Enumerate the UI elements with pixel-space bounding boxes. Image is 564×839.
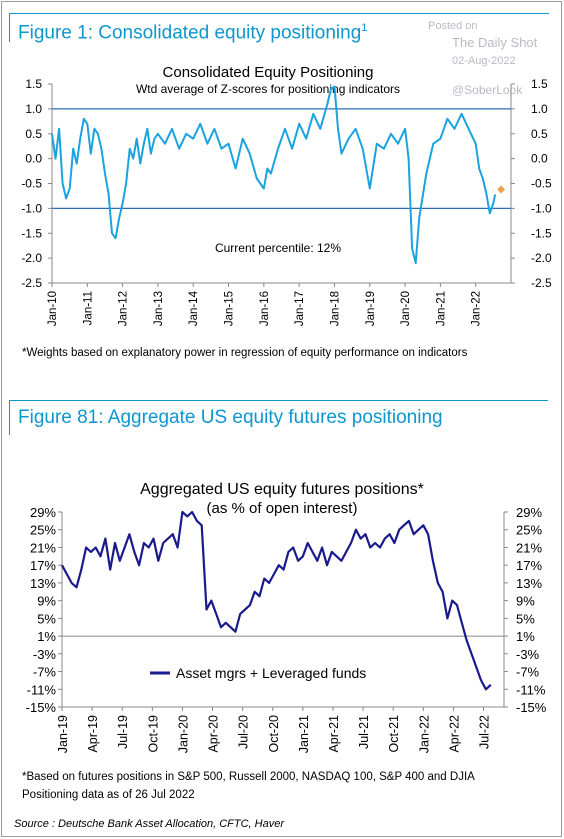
figure81-xtick-label: Jul-22 (478, 715, 492, 749)
figure81-xtick-label: Apr-21 (327, 715, 341, 753)
figure1-xtick-label: Jan-22 (471, 291, 483, 326)
figure81-xtick-label: Oct-20 (267, 715, 281, 753)
figure81-xtick-label: Jul-19 (116, 715, 130, 749)
figure81-ytick-label-left: 13% (30, 576, 56, 591)
figure81-legend-label: Asset mgrs + Leveraged funds (176, 665, 366, 681)
figure81-ytick-label-left: 17% (30, 558, 56, 573)
figure1-chart-title: Consolidated Equity Positioning (163, 64, 374, 81)
figure1-current-marker (497, 185, 506, 194)
figure1-series-line (51, 85, 497, 265)
figure81-xtick-label: Jan-20 (176, 715, 190, 753)
figure81-xtick-label: Jan-21 (297, 715, 311, 753)
figure81-footnote-line2: Positioning data as of 26 Jul 2022 (22, 789, 195, 801)
figure1-xtick-label: Jan-16 (259, 291, 271, 326)
figure81-chart-title: Aggregated US equity futures positions* (140, 481, 424, 498)
figure1-heading-text: Figure 1: Consolidated equity positionin… (18, 22, 362, 44)
figure81-ytick-label-right: 9% (516, 594, 535, 609)
figure1-ytick-label-left: -0.5 (21, 177, 42, 191)
figure81-ytick-label-left: -7% (33, 665, 57, 680)
figure1-ytick-label-right: 0.5 (531, 127, 548, 141)
figure81-xtick-label: Apr-19 (86, 715, 100, 753)
figure81-heading: Figure 81: Aggregate US equity futures p… (9, 400, 548, 435)
figure1-ytick-label-right: -1.5 (531, 226, 552, 240)
figure81-ytick-label-left: 9% (37, 594, 56, 609)
figure81-ytick-label-left: 25% (30, 523, 56, 538)
figure1-xtick-label: Jan-15 (224, 291, 236, 326)
figure81-ytick-label-right: 25% (516, 523, 542, 538)
watermark-daily-shot: The Daily Shot (452, 35, 538, 50)
figure1-ytick-label-right: 0.0 (531, 152, 548, 166)
figure81-footnote-line1: *Based on futures positions in S&P 500, … (22, 771, 475, 783)
figure81-ytick-label-left: 29% (30, 505, 56, 520)
figure1-xtick-label: Jan-13 (153, 291, 165, 326)
watermark-date: 02-Aug-2022 (452, 55, 516, 67)
figure1-ytick-label-right: 1.0 (531, 102, 548, 116)
figure1-ytick-label-left: -2.5 (21, 276, 42, 290)
figure1-ytick-label-right: -0.5 (531, 177, 552, 191)
figure81-ytick-label-left: 5% (37, 611, 56, 626)
figure81-ytick-label-right: 5% (516, 611, 535, 626)
figure81-xtick-label: Jul-21 (357, 715, 371, 749)
figure1-ytick-label-right: 1.5 (531, 77, 548, 91)
figure81-ytick-label-right: 13% (516, 576, 542, 591)
figure81-xtick-label: Apr-22 (447, 715, 461, 753)
figure1-ytick-label-left: 0.0 (25, 152, 42, 166)
figure1-top-rule (9, 13, 549, 14)
figure81-ytick-label-right: -11% (516, 682, 546, 697)
figure81-ytick-label-left: 21% (30, 540, 56, 555)
figure1-ytick-label-right: -2.5 (531, 276, 552, 290)
figure1-heading: Figure 1: Consolidated equity positionin… (9, 14, 368, 44)
figure1-xtick-label: Jan-10 (47, 291, 59, 326)
figure1-ytick-label-left: -1.0 (21, 201, 42, 215)
figure81-xtick-label: Jan-19 (56, 715, 70, 753)
figure81-chart-subtitle: (as % of open interest) (207, 500, 358, 517)
figure1-heading-footnote-mark: 1 (361, 22, 368, 34)
figure1-xtick-label: Jan-12 (118, 291, 130, 326)
figure81-ytick-label-left: 1% (37, 629, 56, 644)
figure1-xtick-label: Jan-20 (400, 291, 412, 326)
figure1-ytick-label-right: -2.0 (531, 251, 552, 265)
figure1-ytick-label-right: -1.0 (531, 201, 552, 215)
figure1-xtick-label: Jan-18 (329, 291, 341, 326)
figure81-ytick-label-right: 17% (516, 558, 542, 573)
figure81-ytick-label-right: -3% (516, 647, 540, 662)
figure1-ytick-label-left: -1.5 (21, 226, 42, 240)
figure1-ytick-label-left: -2.0 (21, 251, 42, 265)
figure81-ytick-label-right: 21% (516, 540, 542, 555)
figure81-ytick-label-left: -11% (27, 682, 57, 697)
figure1-xtick-label: Jan-17 (294, 291, 306, 326)
figure81-xtick-label: Jul-20 (237, 715, 251, 749)
figure81-ytick-label-right: -7% (516, 665, 540, 680)
figure81-xtick-label: Jan-22 (417, 715, 431, 753)
figure1-annotation: Current percentile: 12% (215, 241, 341, 255)
figure81-xtick-label: Apr-20 (207, 715, 221, 753)
figure81-chart: Aggregated US equity futures positions* (… (26, 481, 547, 753)
watermark-handle: @SoberLook (452, 83, 523, 97)
figure1-xtick-label: Jan-19 (365, 291, 377, 326)
figure1-xtick-label: Jan-14 (188, 290, 200, 326)
watermark-posted-on: Posted on (428, 20, 478, 32)
figure1-xtick-label: Jan-21 (435, 291, 447, 326)
figure81-ytick-label-right: 1% (516, 629, 535, 644)
figure1-ytick-label-left: 1.5 (25, 77, 42, 91)
figure81-ytick-label-left: -3% (33, 647, 57, 662)
figure81-ytick-label-right: 29% (516, 505, 542, 520)
figure1-footnote: *Weights based on explanatory power in r… (22, 347, 468, 359)
figure81-ytick-label-left: -15% (26, 700, 57, 715)
figure81-series-line (61, 510, 492, 691)
figure1-ytick-label-left: 0.5 (25, 127, 42, 141)
figure81-xtick-label: Oct-19 (146, 715, 160, 753)
figure81-ytick-label-right: -15% (516, 700, 547, 715)
figure1-ytick-label-left: 1.0 (25, 102, 42, 116)
source-note: Source : Deutsche Bank Asset Allocation,… (14, 818, 285, 830)
figure81-xtick-label: Oct-21 (387, 715, 401, 753)
figure1-xtick-label: Jan-11 (82, 291, 94, 325)
